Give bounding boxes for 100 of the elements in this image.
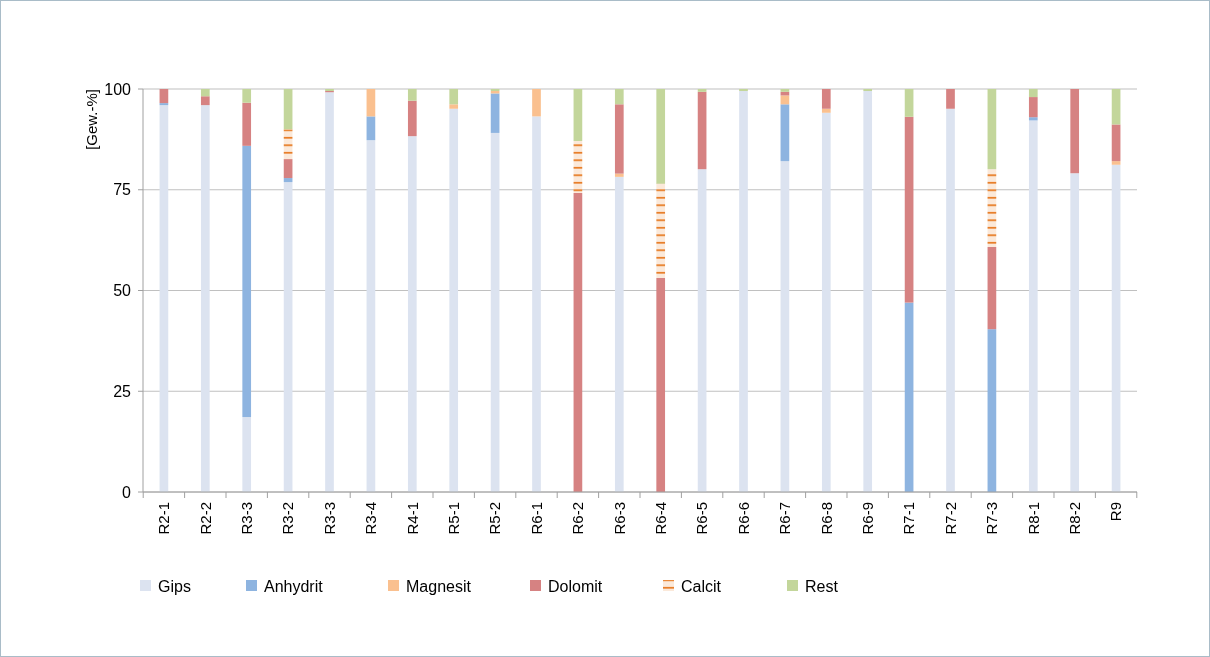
bar [863,89,873,92]
bar [1028,117,1038,121]
x-tick-label: R6-7 [776,502,794,535]
bar [1028,120,1038,492]
bar [987,169,997,247]
x-tick-label: R6-2 [569,502,587,535]
bar [656,89,666,184]
legend-label: Dolomit [548,577,603,595]
bar [573,140,583,193]
bar [780,161,790,492]
legend-label: Rest [805,577,839,595]
bar [946,89,955,109]
bar [863,91,873,492]
x-tick-label: R6-3 [610,502,628,535]
bar [987,89,997,170]
bar [614,104,624,174]
x-tick-label: R2-2 [196,502,214,535]
x-tick-label: R5-2 [486,502,504,535]
x-tick-label: R9 [1107,502,1125,522]
bar [200,105,210,492]
bar [780,95,790,105]
bar [449,108,459,492]
y-tick-label: 50 [113,282,132,300]
x-tick-label: R6-4 [651,502,669,535]
bar [821,89,831,109]
bar [821,112,831,492]
bar [407,89,417,101]
bar [739,89,748,92]
bar [490,132,500,492]
x-tick-label: R2-1 [155,502,173,535]
x-tick-label: R8-2 [1065,502,1083,535]
bar [987,246,997,330]
bar [532,89,541,117]
bar [697,91,707,170]
x-tick-label: R6-8 [817,502,835,535]
legend-label: Gips [158,577,191,595]
bar [1070,173,1080,492]
bar [159,105,169,492]
bar [1111,164,1121,492]
bar [573,89,583,141]
bar [200,89,210,97]
bar [283,178,293,183]
bar [490,93,500,133]
bar [573,192,583,492]
bar [904,302,914,492]
bar [1111,161,1121,165]
bar [366,116,376,141]
x-tick-label: R3-3 [320,502,338,535]
bar [407,100,417,137]
bar [532,116,541,492]
bar [449,104,459,109]
x-tick-label: R6-6 [734,502,752,535]
bar [283,129,293,160]
bar [1070,89,1080,174]
bar [946,108,955,492]
x-tick-label: R7-2 [941,502,959,535]
bar [780,104,790,162]
bar [325,92,334,492]
bar [780,89,790,92]
bar [656,183,666,279]
bar [697,89,707,92]
bar [614,89,624,105]
bar [656,278,666,492]
bar [283,159,293,179]
x-tick-label: R7-1 [900,502,918,535]
y-tick-label: 100 [104,80,132,98]
x-tick-label: R6-5 [693,502,711,535]
bar [1028,97,1038,118]
bar [1028,89,1038,98]
y-axis-title: [Gew.-%] [83,89,101,150]
y-tick-label: 0 [122,483,132,501]
bar [366,140,376,492]
x-tick-label: R3-4 [362,502,380,535]
bar [614,176,624,492]
x-tick-label: R6-9 [858,502,876,535]
bar [821,108,831,113]
bar [1111,124,1121,162]
bar [1111,89,1121,125]
x-tick-label: R7-3 [983,502,1001,535]
bar [739,91,748,492]
bar [449,89,459,105]
bar [283,182,293,492]
x-tick-label: R6-1 [527,502,545,535]
bar [987,329,997,492]
bar [697,169,707,492]
bar [904,116,914,303]
bar [242,417,252,492]
legend-label: Anhydrit [264,577,324,595]
bar [283,89,293,130]
x-tick-label: R5-1 [444,502,462,535]
bar [159,89,169,104]
y-tick-label: 75 [113,181,132,199]
y-tick-label: 25 [113,382,132,400]
x-tick-label: R3-2 [279,502,297,535]
bar [366,89,376,117]
bar [242,145,252,418]
bar [200,96,210,106]
x-tick-label: R4-1 [403,502,421,535]
bar [242,102,252,146]
x-tick-label: R3-3 [237,502,255,535]
